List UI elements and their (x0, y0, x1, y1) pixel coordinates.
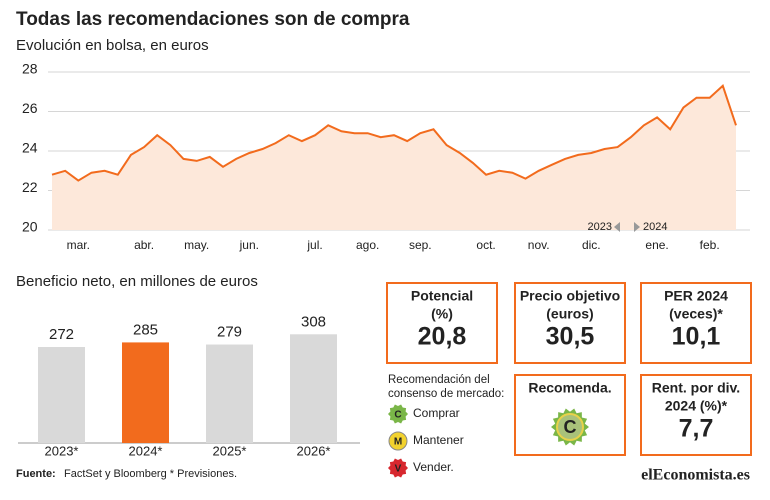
legend-label: Mantener (413, 433, 464, 447)
y-tick-label: 22 (22, 179, 38, 195)
y-tick-label: 28 (22, 61, 38, 77)
metric-label: Recomenda. (528, 380, 611, 396)
source-label: Fuente: (16, 468, 56, 480)
year-arrow (634, 222, 640, 232)
value-label: 285 (133, 321, 158, 338)
metric-label: Potencial (411, 288, 473, 304)
legend-letter: V (395, 464, 402, 475)
x-tick-label: jul. (306, 238, 322, 252)
x-tick-label: 2023* (45, 443, 79, 458)
bar-title: Beneficio neto, en millones de euros (16, 273, 258, 290)
legend-icon (388, 458, 408, 478)
value-label: 308 (301, 313, 326, 330)
x-tick-label: mar. (67, 238, 90, 252)
x-tick-label: abr. (134, 238, 154, 252)
x-tick-label: nov. (528, 238, 550, 252)
metric-label: PER 2024 (664, 288, 728, 304)
legend-label: Vender. (413, 460, 454, 474)
value-label: 279 (217, 323, 242, 340)
title: Todas las recomendaciones son de compra (16, 9, 410, 30)
bar (38, 347, 85, 443)
metric-label: Rent. por div. (652, 380, 740, 396)
y-tick-label: 20 (22, 219, 38, 235)
y-tick-label: 24 (22, 140, 38, 156)
metric-box (514, 282, 626, 364)
metric-value: 30,5 (546, 323, 595, 351)
legend-icon (388, 404, 408, 424)
metric-label: (veces)* (669, 306, 723, 322)
x-tick-label: 2025* (213, 443, 247, 458)
x-tick-label: ene. (645, 238, 668, 252)
source: FactSet y Bloomberg * Previsiones. (64, 468, 237, 480)
bar (290, 334, 337, 443)
line (51, 84, 737, 182)
bar (206, 344, 253, 443)
recommendation-letter: C (564, 417, 577, 437)
x-tick-label: may. (184, 238, 209, 252)
logo: elEconomista.es (641, 467, 750, 484)
x-tick-label: 2024* (129, 443, 163, 458)
legend-label: Comprar (413, 406, 460, 420)
legend-title: Recomendación del (388, 374, 490, 386)
metric-label: (%) (431, 306, 453, 322)
year-marker: 2024 (643, 221, 667, 233)
year-marker: 2023 (588, 221, 612, 233)
line-title: Evolución en bolsa, en euros (16, 37, 209, 54)
x-tick-label: 2026* (297, 443, 331, 458)
metric-value: 10,1 (672, 323, 721, 351)
legend-letter: C (394, 410, 401, 421)
legend-title: consenso de mercado: (388, 388, 504, 400)
x-tick-label: ago. (356, 238, 379, 252)
metric-label: (euros) (546, 306, 593, 322)
x-tick-label: jun. (239, 238, 259, 252)
metric-box (640, 282, 752, 364)
metric-box (640, 374, 752, 456)
area (52, 85, 736, 230)
bar (122, 342, 169, 443)
metric-label: 2024 (%)* (665, 398, 728, 414)
x-tick-label: oct. (476, 238, 495, 252)
metric-label: Precio objetivo (520, 288, 620, 304)
x-tick-label: dic. (582, 238, 601, 252)
value-label: 272 (49, 326, 74, 343)
legend-letter: M (394, 437, 402, 448)
metric-value: 20,8 (418, 323, 467, 351)
metric-box (386, 282, 498, 364)
metric-value: 7,7 (679, 415, 714, 443)
year-arrow (614, 222, 620, 232)
legend-icon (388, 431, 408, 451)
y-tick-label: 26 (22, 100, 38, 116)
recommendation-icon (556, 413, 584, 441)
x-tick-label: feb. (700, 238, 720, 252)
x-tick-label: sep. (409, 238, 432, 252)
